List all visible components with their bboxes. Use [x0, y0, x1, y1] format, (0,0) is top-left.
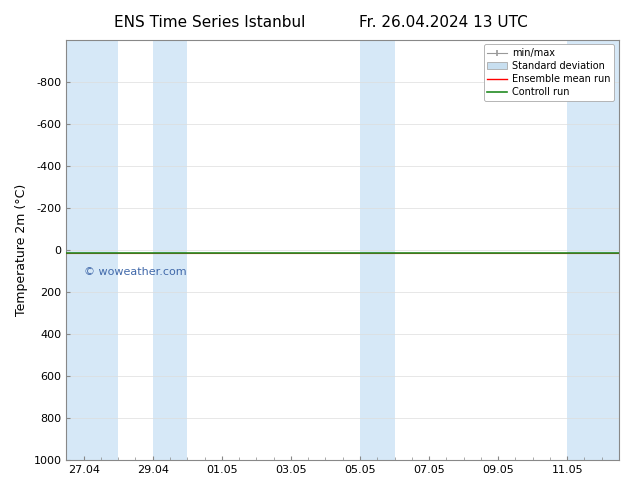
Bar	[153, 40, 187, 460]
Y-axis label: Temperature 2m (°C): Temperature 2m (°C)	[15, 184, 28, 316]
Legend: min/max, Standard deviation, Ensemble mean run, Controll run: min/max, Standard deviation, Ensemble me…	[484, 45, 614, 101]
Text: ENS Time Series Istanbul: ENS Time Series Istanbul	[113, 15, 305, 30]
Bar	[567, 40, 619, 460]
Text: Fr. 26.04.2024 13 UTC: Fr. 26.04.2024 13 UTC	[359, 15, 528, 30]
Bar	[67, 40, 118, 460]
Bar	[360, 40, 394, 460]
Text: © woweather.com: © woweather.com	[84, 267, 186, 277]
